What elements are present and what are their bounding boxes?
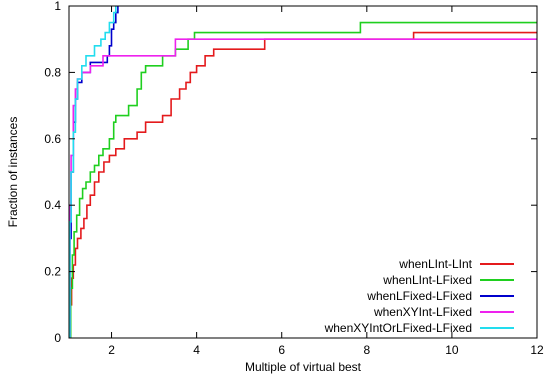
legend-label-2: whenLInt-LFixed — [382, 273, 472, 287]
axis-ticks: 2 4 6 8 10 12 0 0.2 0.4 0.6 0.8 1 — [44, 0, 544, 357]
y-tick-label: 0.6 — [44, 132, 61, 146]
plot-border — [68, 5, 538, 339]
legend-label-5: whenXYIntOrLFixed-LFixed — [324, 321, 472, 335]
legend-label-3: whenLFixed-LFixed — [366, 289, 472, 303]
x-tick-label: 8 — [363, 343, 370, 357]
y-tick-label: 0.2 — [44, 265, 61, 279]
y-tick-label: 0 — [54, 331, 61, 345]
x-tick-label: 2 — [108, 343, 115, 357]
x-tick-label: 6 — [278, 343, 285, 357]
legend-label-4: whenXYInt-LFixed — [373, 305, 472, 319]
legend: whenLInt-LInt whenLInt-LFixed whenLFixed-L… — [324, 257, 514, 335]
y-tick-label: 1 — [54, 0, 61, 13]
y-axis-label: Fraction of instances — [6, 117, 20, 228]
plot-frame — [68, 5, 538, 339]
y-tick-label: 0.8 — [44, 65, 61, 79]
y-tick-label: 0.4 — [44, 198, 61, 212]
series-line-1 — [69, 31, 537, 338]
legend-label-1: whenLInt-LInt — [398, 257, 472, 271]
x-tick-label: 10 — [445, 343, 459, 357]
x-tick-label: 12 — [530, 343, 544, 357]
x-tick-label: 4 — [193, 343, 200, 357]
x-axis-label: Multiple of virtual best — [245, 360, 362, 374]
series-layer — [69, 6, 537, 338]
series-line-5 — [69, 6, 117, 338]
